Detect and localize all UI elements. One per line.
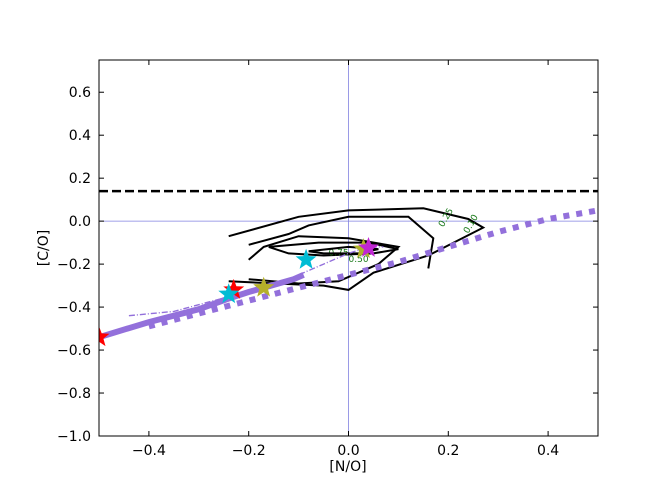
x-tick-label: 0.2 (437, 443, 459, 459)
y-axis-label: [C/O] (36, 230, 52, 266)
star-marker-2 (218, 283, 240, 304)
star-marker-6 (358, 237, 379, 257)
x-axis-label: [N/O] (329, 459, 366, 475)
x-tick-label: −0.4 (132, 443, 166, 459)
star-marker-0 (99, 326, 110, 347)
y-tick-label: −0.2 (57, 257, 91, 273)
y-tick-label: 0.2 (69, 171, 91, 187)
contour-line-2 (248, 235, 401, 285)
y-tick-label: −0.4 (57, 300, 91, 316)
star-marker-3 (253, 276, 275, 297)
y-tick-label: −1.0 (57, 429, 91, 445)
x-tick-label: 0.4 (537, 443, 559, 459)
star-marker-4 (295, 248, 317, 269)
x-tick-label: −0.2 (232, 443, 266, 459)
contour-line-1 (248, 215, 435, 269)
axes: −0.4 −0.2 0.0 0.2 0.4 −1.0 −0.8 −0.6 −0.4 −0.2 0.0… (57, 59, 599, 459)
y-tick-label: 0.6 (69, 85, 91, 101)
contour-label-1: 0.25 (437, 207, 456, 229)
contour-line-0 (228, 207, 486, 291)
y-tick-label: −0.6 (57, 343, 91, 359)
x-tick-label: 0.0 (337, 443, 359, 459)
y-tick-label: 0.0 (69, 214, 91, 230)
y-tick-label: −0.8 (57, 386, 91, 402)
star-marker-1 (223, 278, 245, 299)
model-track-dotted (148, 207, 598, 330)
y-tick-label: 0.4 (69, 128, 91, 144)
contour-line-3 (268, 241, 399, 257)
plot-area: 0.100.250.500.75 (99, 60, 598, 436)
contour-label-2: 0.50 (349, 255, 369, 265)
